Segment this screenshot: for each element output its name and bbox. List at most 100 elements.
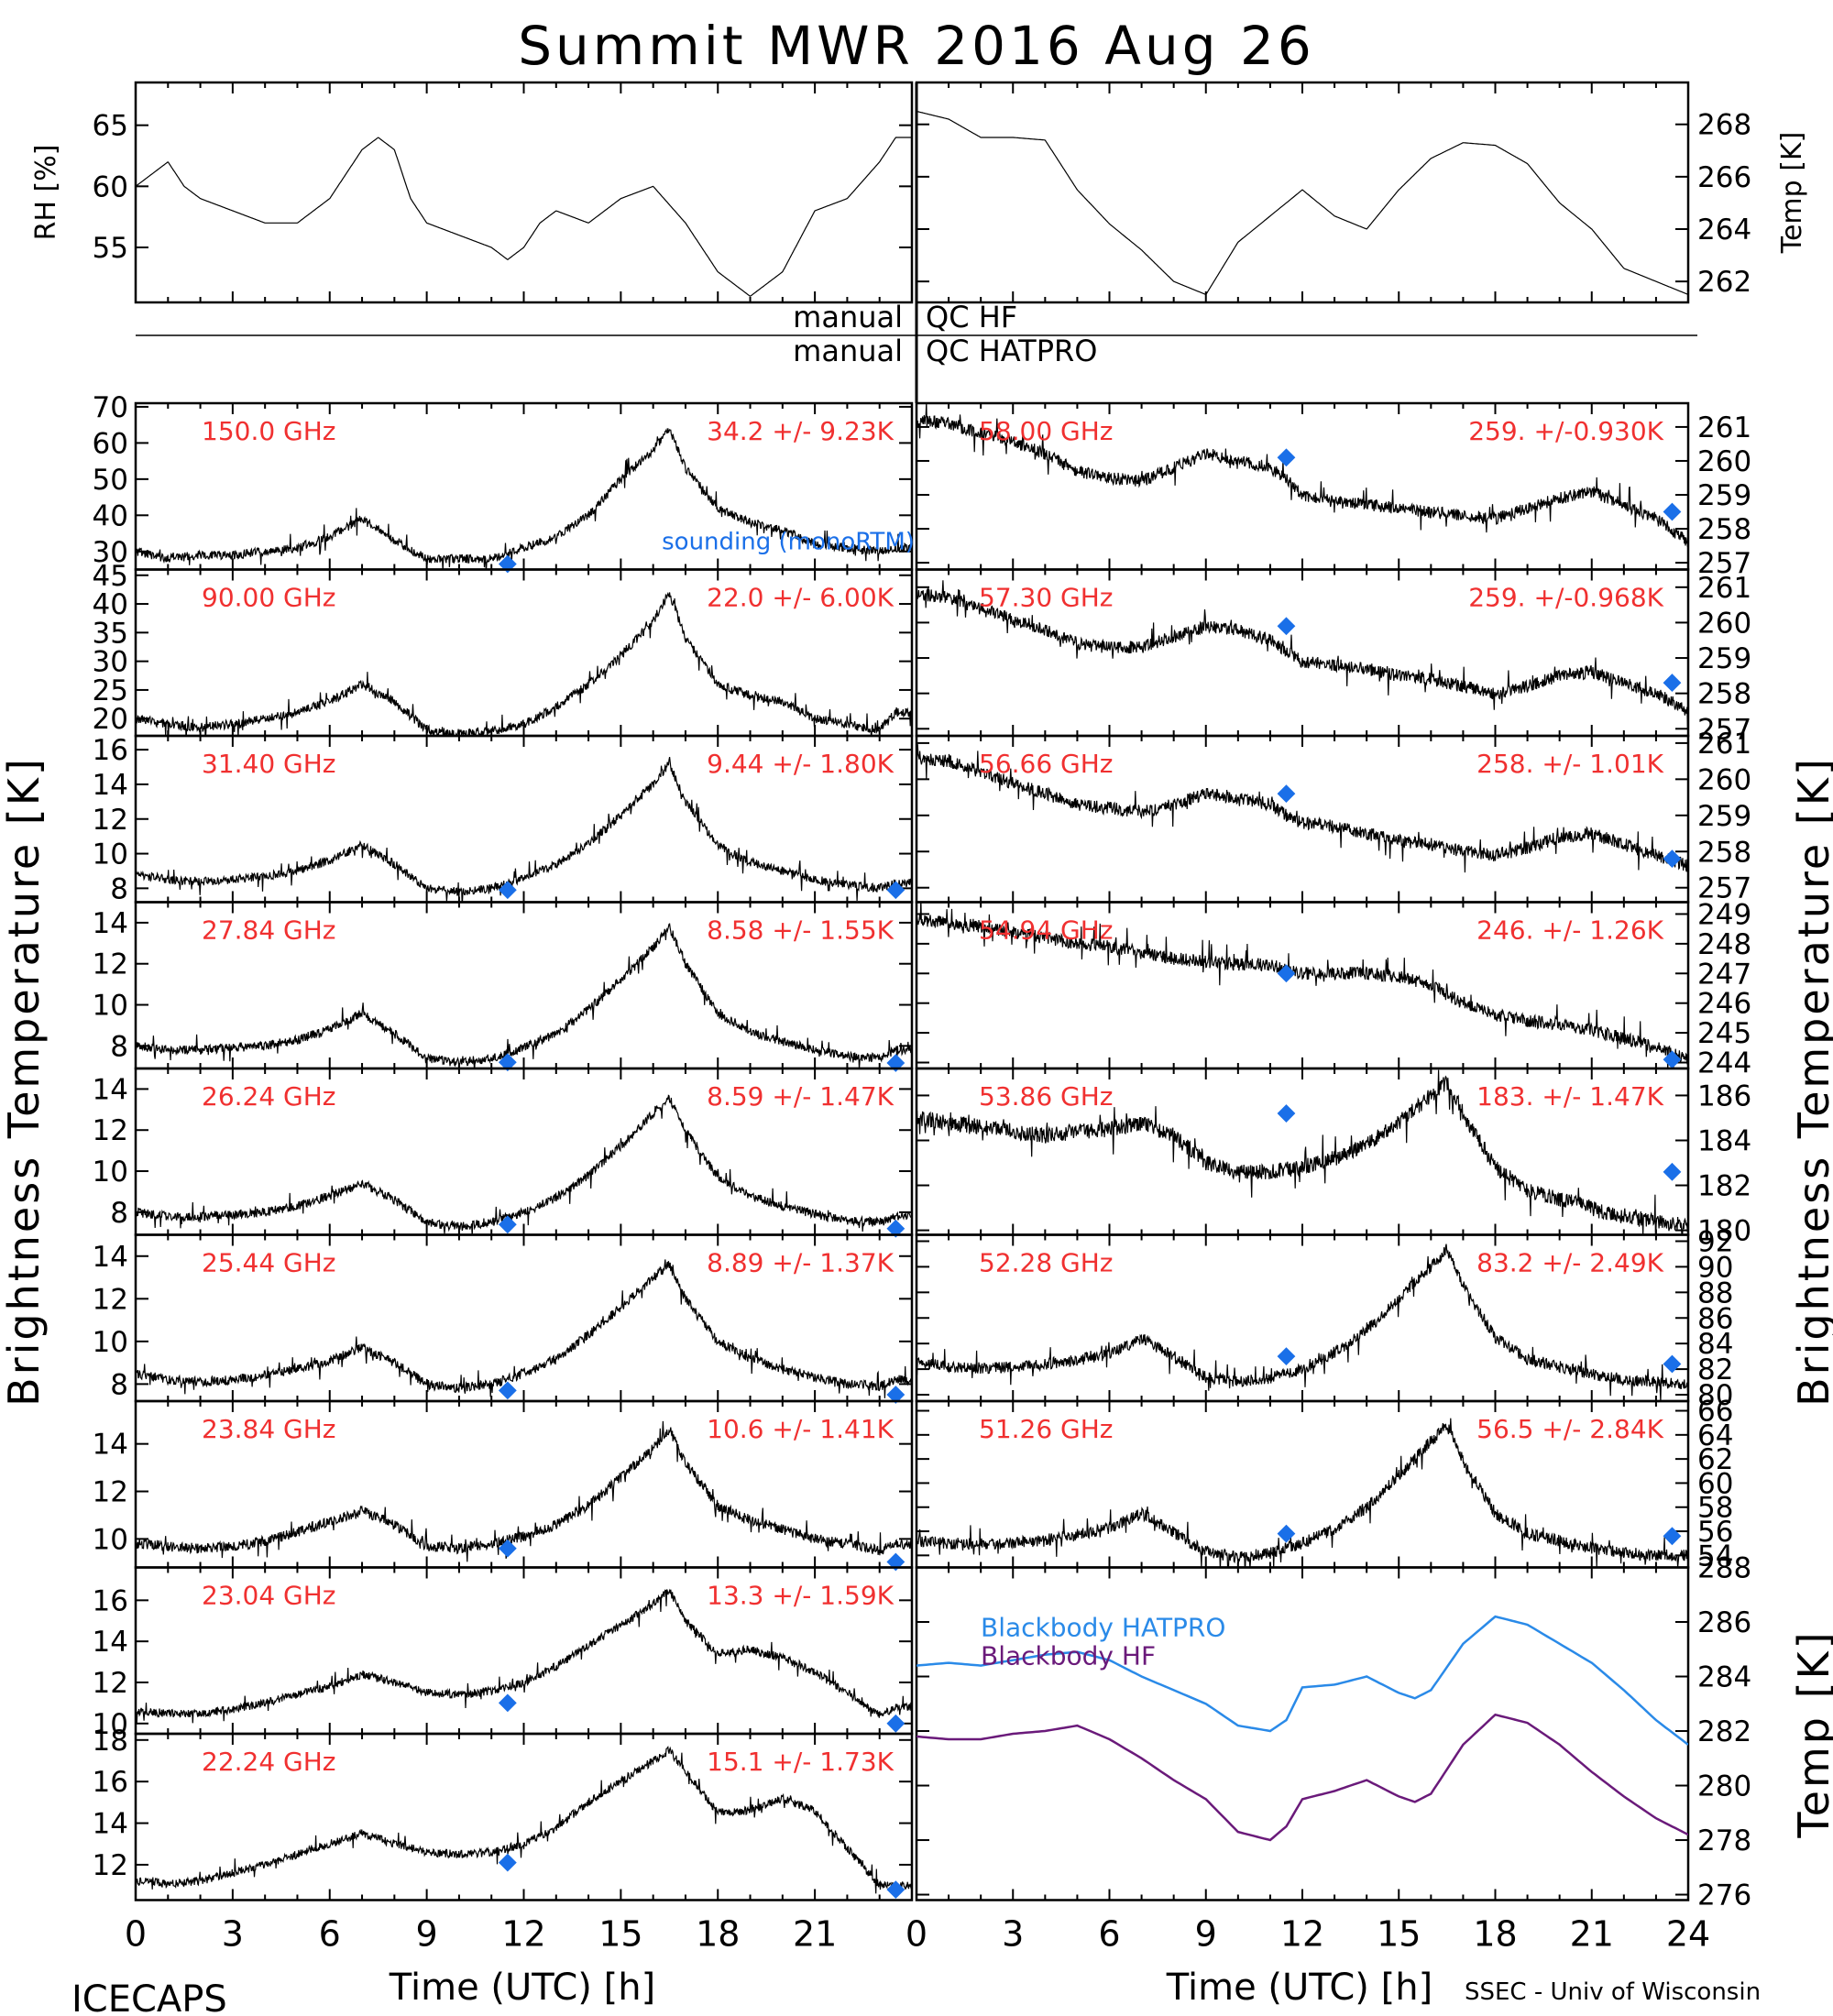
y-tick-label: 259 xyxy=(1697,479,1751,512)
y-tick-label: 62 xyxy=(1697,1443,1733,1476)
y-tick-label: 45 xyxy=(93,560,128,593)
trace-line xyxy=(136,1420,912,1562)
sounding-marker xyxy=(886,1714,906,1733)
channel-label: 26.24 GHz xyxy=(202,1081,336,1112)
y-tick-label: 245 xyxy=(1697,1017,1751,1050)
x-tick-label-left: 0 xyxy=(125,1914,147,1955)
y-tick-label: 66 xyxy=(1697,1396,1733,1429)
channel-stats: 56.5 +/- 2.84K xyxy=(1476,1414,1663,1444)
y-tick-label: 258 xyxy=(1697,836,1751,869)
channel-stats: 15.1 +/- 1.73K xyxy=(707,1747,894,1777)
y-tick-label: 261 xyxy=(1697,572,1751,605)
channel-stats: 258. +/- 1.01K xyxy=(1476,749,1663,779)
x-tick-label-right: 3 xyxy=(1002,1914,1024,1955)
y-tick-label: 12 xyxy=(93,1283,128,1316)
y-tick-label: 16 xyxy=(93,1584,128,1617)
x-tick-label-left: 6 xyxy=(319,1914,341,1955)
qc-label-hf-right: QC HF xyxy=(926,300,1017,334)
y-tick-label: 10 xyxy=(93,1523,128,1556)
rh-axis-label: RH [%] xyxy=(30,145,62,241)
y-tick-label: 58 xyxy=(1697,1492,1733,1525)
trace-line xyxy=(136,756,912,903)
sounding-marker xyxy=(1277,784,1296,804)
sounding-marker xyxy=(498,1539,517,1558)
channel-stats: 8.59 +/- 1.47K xyxy=(707,1081,894,1112)
panel-blackbody: 276 278 280 282 284 286 288 Blackbody HATPROBla… xyxy=(915,1552,1833,1912)
y-tick-label: 248 xyxy=(1697,928,1751,961)
y-tick-label: 55 xyxy=(93,232,128,265)
y-tick-label: 257 xyxy=(1697,872,1751,905)
trace-line xyxy=(916,580,1688,730)
sounding-marker xyxy=(498,881,517,900)
right-ylabel: Brightness Temperature [K] xyxy=(1789,756,1833,1407)
y-tick-label: 268 xyxy=(1697,109,1751,142)
channel-label: 27.84 GHz xyxy=(202,915,336,946)
y-tick-label: 14 xyxy=(93,1626,128,1659)
y-tick-label: 264 xyxy=(1697,214,1751,247)
xlabel-left: Time (UTC) [h] xyxy=(389,1967,655,2009)
y-tick-label: 258 xyxy=(1697,513,1751,546)
trace-line xyxy=(136,923,912,1068)
y-tick-label: 12 xyxy=(93,1667,128,1700)
y-tick-label: 16 xyxy=(93,734,128,767)
panel-ch-5386: 180 182 184 186 53.86 GHz 183. +/- 1.47K xyxy=(915,1067,1751,1248)
channel-stats: 13.3 +/- 1.59K xyxy=(707,1581,894,1611)
y-tick-label: 82 xyxy=(1697,1353,1733,1386)
y-tick-label: 14 xyxy=(93,1808,128,1841)
sounding-marker xyxy=(1277,1104,1296,1123)
sounding-marker xyxy=(498,1381,517,1400)
channel-label: 25.44 GHz xyxy=(202,1248,336,1278)
bb-axis-label: Temp [K] xyxy=(1789,1629,1833,1838)
y-tick-label: 276 xyxy=(1697,1879,1751,1912)
channel-stats: 8.89 +/- 1.37K xyxy=(707,1248,894,1278)
y-tick-label: 247 xyxy=(1697,958,1751,991)
series-line-0 xyxy=(916,1615,1688,1746)
channel-label: 51.26 GHz xyxy=(979,1414,1114,1444)
x-tick-label-right: 12 xyxy=(1280,1914,1324,1955)
y-tick-label: 64 xyxy=(1697,1419,1733,1452)
x-tick-label-left: 3 xyxy=(222,1914,244,1955)
y-tick-label: 184 xyxy=(1697,1124,1751,1157)
channel-label: 23.04 GHz xyxy=(202,1581,336,1611)
trace-line xyxy=(136,591,912,736)
temp-axis-label: Temp [K] xyxy=(1776,132,1808,255)
channel-stats: 22.0 +/- 6.00K xyxy=(707,583,894,613)
x-tick-label-right: 18 xyxy=(1473,1914,1517,1955)
x-tick-label-left: 9 xyxy=(416,1914,438,1955)
y-tick-label: 249 xyxy=(1697,898,1751,931)
sounding-marker xyxy=(886,881,906,900)
qc-rows: manual QC HF manual QC HATPRO xyxy=(136,300,1697,368)
y-tick-label: 16 xyxy=(93,1766,128,1799)
trace-line xyxy=(916,110,1688,296)
trace-line xyxy=(916,403,1688,548)
panel-ch-2304: 10 12 14 16 23.04 GHz 13.3 +/- 1.59K xyxy=(93,1566,914,1741)
y-tick-label: 8 xyxy=(110,872,128,905)
xlabel-right: Time (UTC) [h] xyxy=(1166,1967,1432,2009)
trace-line xyxy=(136,428,912,570)
y-tick-label: 284 xyxy=(1697,1661,1751,1694)
sounding-marker xyxy=(1663,674,1682,692)
y-tick-label: 257 xyxy=(1697,713,1751,746)
y-tick-label: 260 xyxy=(1697,445,1751,478)
sounding-marker xyxy=(1277,1347,1296,1366)
y-tick-label: 40 xyxy=(93,499,128,532)
panel-met-temp: 262 264 266 268 Temp [K] xyxy=(915,81,1808,304)
y-tick-label: 12 xyxy=(93,1476,128,1509)
y-tick-label: 257 xyxy=(1697,547,1751,580)
sounding-legend: sounding (monoRTM) xyxy=(662,529,915,556)
figure-title: Summit MWR 2016 Aug 26 xyxy=(518,15,1315,77)
sounding-marker xyxy=(1663,1162,1682,1181)
y-tick-label: 10 xyxy=(93,838,128,871)
y-tick-label: 286 xyxy=(1697,1606,1751,1639)
axis-labels: Brightness Temperature [K] Brightness Te… xyxy=(0,756,1833,2016)
panel-frame xyxy=(915,81,1690,304)
legend-hatpro: Blackbody HATPRO xyxy=(981,1613,1225,1643)
channel-label: 54.94 GHz xyxy=(979,915,1114,946)
trace-line xyxy=(916,1244,1688,1401)
channel-label: 56.66 GHz xyxy=(979,749,1114,779)
channel-stats: 259. +/-0.930K xyxy=(1468,416,1663,446)
